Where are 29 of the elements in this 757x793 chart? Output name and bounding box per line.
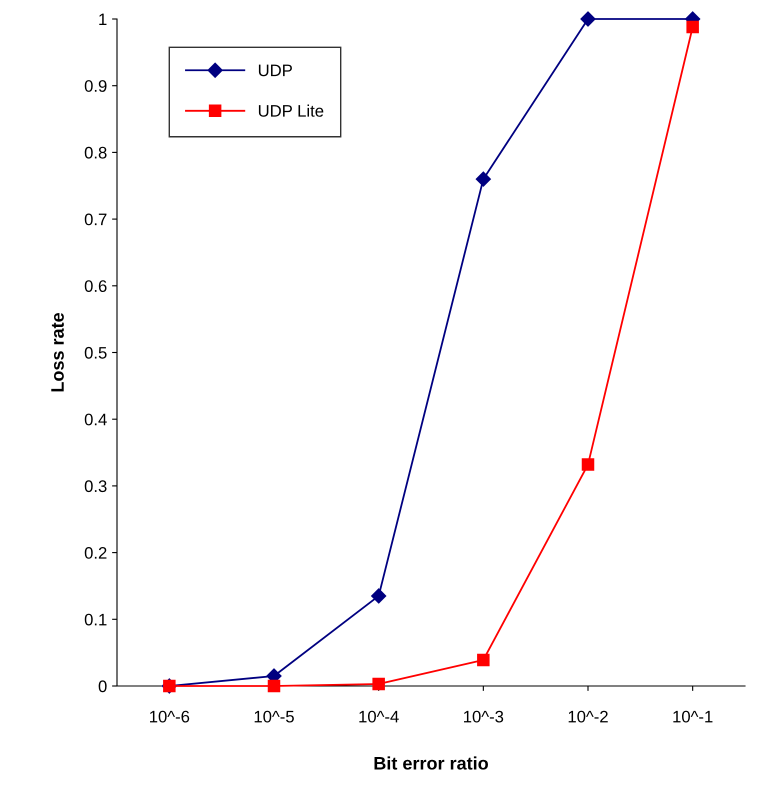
x-tick-label: 10^-3: [464, 710, 504, 723]
point: [686, 20, 699, 34]
legend-label: UDP Lite: [258, 104, 324, 117]
x-tick-label: 10^-4: [359, 710, 399, 723]
y-tick-label: 0.9: [84, 80, 106, 92]
point: [580, 11, 596, 27]
x-axis-title: Bit error ratio: [374, 756, 488, 770]
y-tick-label: 1: [99, 14, 106, 26]
x-tick-label: 10^-6: [150, 710, 190, 723]
x-tick-label: 10^-5: [254, 710, 294, 723]
y-tick-label: 0.8: [84, 146, 107, 159]
point: [582, 458, 594, 471]
point: [268, 680, 280, 692]
y-tick-label: 0.1: [84, 614, 106, 626]
y-axis-title: Loss rate: [51, 312, 64, 392]
y-tick-label: 0.7: [84, 214, 106, 226]
point: [372, 678, 385, 690]
y-tick-label: 0.4: [84, 414, 107, 426]
point: [477, 654, 490, 666]
x-tick-label: 10^-1: [673, 710, 712, 723]
y-tick-label: 0.5: [84, 346, 107, 359]
y-tick-label: 0.3: [84, 480, 107, 492]
legend-label: UDP: [258, 64, 292, 76]
x-tick-label: 10^-2: [568, 710, 608, 723]
point: [371, 588, 386, 604]
y-tick-label: 0.2: [84, 547, 106, 559]
y-tick-label: 0.6: [84, 280, 107, 292]
point: [476, 172, 491, 187]
y-tick-label: 0: [98, 680, 107, 692]
